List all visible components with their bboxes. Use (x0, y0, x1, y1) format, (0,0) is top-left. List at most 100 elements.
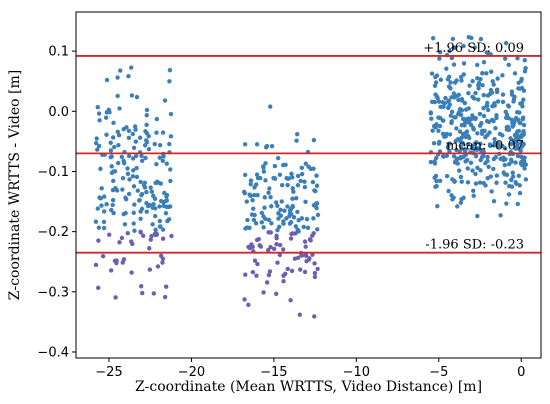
data-point (437, 123, 443, 129)
data-point (520, 117, 525, 122)
data-point (470, 78, 475, 84)
data-point (149, 189, 155, 194)
data-point (477, 180, 483, 185)
data-point (117, 106, 122, 111)
data-point (157, 155, 162, 160)
data-point (472, 141, 477, 147)
data-point (450, 177, 455, 182)
data-point (436, 99, 442, 104)
data-point (516, 86, 521, 91)
data-point (144, 140, 150, 145)
data-point (243, 272, 248, 277)
data-point (512, 71, 518, 76)
data-point (169, 233, 174, 239)
data-point (262, 205, 267, 210)
data-point (491, 82, 496, 87)
data-point (299, 171, 305, 177)
data-point (108, 140, 113, 145)
data-point (470, 168, 475, 173)
data-point (498, 213, 503, 218)
data-point (512, 132, 518, 138)
data-point (243, 172, 248, 178)
data-point (312, 270, 318, 276)
data-point (289, 212, 294, 217)
data-point (115, 75, 120, 80)
data-point (493, 126, 498, 131)
data-point (267, 186, 272, 191)
data-point (110, 197, 116, 203)
data-point (129, 270, 134, 275)
data-point (158, 198, 164, 204)
y-tick-label: −0.3 (37, 285, 69, 300)
data-point (295, 173, 301, 179)
data-point (434, 94, 440, 100)
data-point (261, 225, 266, 230)
data-point (167, 141, 172, 147)
label-upper: +1.96 SD: 0.09 (423, 41, 524, 56)
data-point (485, 107, 491, 113)
data-point (516, 117, 521, 123)
data-point (110, 135, 116, 140)
data-point (279, 199, 284, 204)
data-point (246, 302, 251, 308)
data-point (295, 209, 300, 215)
data-point (131, 221, 136, 226)
data-point (288, 207, 294, 212)
data-point (454, 78, 459, 83)
data-point (168, 134, 174, 139)
data-point (471, 193, 476, 199)
data-point (502, 56, 508, 61)
data-point (119, 235, 125, 241)
data-point (515, 56, 520, 61)
data-point (315, 266, 320, 272)
data-point (132, 124, 138, 129)
data-point (302, 239, 308, 244)
data-point (99, 203, 104, 208)
data-point (481, 60, 487, 65)
data-point (302, 179, 307, 184)
data-point (268, 244, 273, 250)
data-point (251, 217, 257, 223)
data-point (115, 93, 120, 99)
data-point (125, 166, 130, 171)
data-point (130, 174, 136, 179)
data-point (447, 102, 453, 107)
data-point (138, 216, 143, 221)
data-point (511, 122, 516, 128)
data-point (451, 154, 457, 159)
data-point (491, 199, 497, 204)
y-tick-label: 0.0 (48, 105, 69, 120)
data-point (488, 69, 494, 74)
data-point (311, 203, 317, 208)
data-point (517, 190, 523, 196)
data-point (460, 116, 466, 122)
data-point (303, 199, 308, 205)
data-point (495, 99, 501, 104)
data-point (500, 99, 506, 105)
data-point (459, 78, 464, 83)
data-point (522, 166, 527, 171)
data-point (115, 129, 120, 135)
data-point (254, 142, 260, 147)
data-point (96, 143, 102, 149)
data-point (290, 186, 295, 191)
data-point (515, 201, 520, 207)
data-point (447, 149, 452, 154)
data-point (297, 312, 303, 317)
data-point (297, 267, 303, 272)
data-point (434, 122, 439, 127)
data-point (250, 270, 256, 275)
data-point (148, 185, 153, 190)
data-point (125, 230, 130, 236)
data-point (250, 197, 255, 203)
y-tick-label: −0.1 (37, 165, 69, 180)
data-point (293, 224, 299, 229)
data-point (116, 142, 121, 148)
y-axis-label: Z-coordinate WRTTS - Video [m] (7, 70, 23, 301)
data-point (134, 174, 140, 180)
data-point (295, 227, 300, 232)
data-point (281, 162, 286, 168)
data-point (133, 153, 139, 159)
data-point (502, 146, 508, 151)
data-point (458, 156, 463, 161)
